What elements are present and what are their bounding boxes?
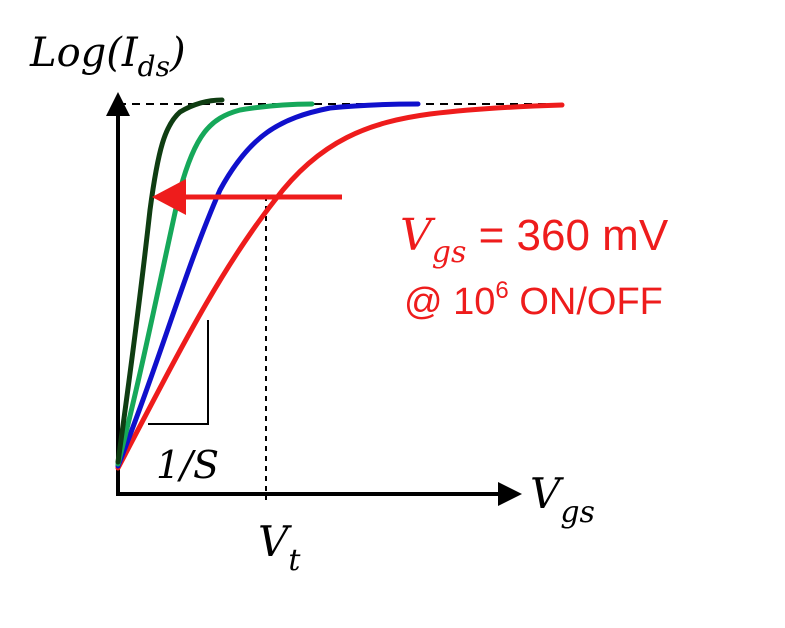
vgs-annotation: Vgs = 360 mV	[400, 210, 669, 270]
curve-dark-green	[115, 97, 225, 465]
slope-label: 1/S	[156, 443, 219, 487]
y-axis-label: Log(Ids)	[29, 30, 186, 83]
curve-blue	[115, 101, 421, 469]
x-axis-arrowhead	[498, 482, 522, 506]
vt-label: Vt	[258, 517, 301, 578]
on-off-annotation: @ 106 ON/OFF	[404, 277, 663, 323]
curve-green	[115, 101, 315, 467]
shift-arrowhead	[152, 179, 186, 215]
slope-triangle	[148, 320, 209, 425]
x-axis-label: Vgs	[530, 469, 595, 530]
curve-red	[115, 102, 565, 471]
